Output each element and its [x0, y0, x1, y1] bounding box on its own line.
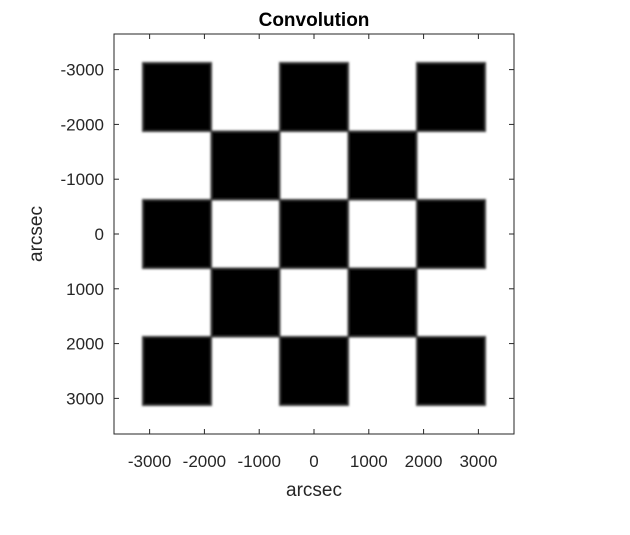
square-r3-c1: [211, 268, 279, 336]
square-r0-c4: [417, 63, 485, 131]
x-axis-label: arcsec: [286, 480, 342, 501]
y-tick-label: -3000: [61, 61, 104, 80]
y-tick-label: -1000: [61, 170, 104, 189]
square-r1-c1: [211, 131, 279, 199]
square-r4-c4: [417, 337, 485, 405]
chart-title: Convolution: [259, 10, 370, 31]
square-r4-c2: [280, 337, 348, 405]
y-tick-label: 3000: [66, 389, 104, 408]
x-tick-label: -2000: [183, 452, 226, 471]
y-tick-label: 1000: [66, 280, 104, 299]
square-r2-c0: [143, 200, 211, 268]
y-tick-label: -2000: [61, 115, 104, 134]
square-r3-c3: [348, 268, 416, 336]
x-tick-label: -1000: [237, 452, 280, 471]
x-tick-label: -3000: [128, 452, 171, 471]
x-tick-label: 0: [309, 452, 318, 471]
x-tick-label: 3000: [459, 452, 497, 471]
square-r0-c0: [143, 63, 211, 131]
square-r4-c0: [143, 337, 211, 405]
square-r2-c2: [280, 200, 348, 268]
y-tick-label: 0: [95, 225, 104, 244]
square-r1-c3: [348, 131, 416, 199]
square-r2-c4: [417, 200, 485, 268]
y-axis-label: arcsec: [26, 206, 47, 262]
x-tick-label: 1000: [350, 452, 388, 471]
checkerboard-squares: [143, 63, 485, 405]
square-r0-c2: [280, 63, 348, 131]
x-tick-label: 2000: [405, 452, 443, 471]
y-tick-label: 2000: [66, 335, 104, 354]
